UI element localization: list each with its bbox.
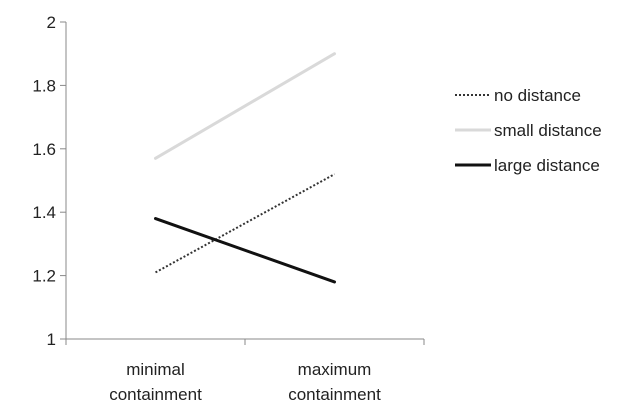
series-lines — [154, 52, 336, 284]
legend-label: small distance — [494, 121, 602, 140]
y-tick-label: 1.2 — [32, 267, 56, 286]
legend-label: no distance — [494, 86, 581, 105]
series-line-large-distance — [154, 217, 336, 284]
y-tick-label: 1.8 — [32, 76, 56, 95]
y-axis-ticks: 1 1.2 1.4 1.6 1.8 2 — [32, 13, 66, 349]
x-category-label: containment — [109, 385, 202, 404]
chart-axes — [65, 22, 424, 340]
series-line-small-distance — [154, 52, 336, 160]
y-tick-label: 2 — [47, 13, 56, 32]
y-tick-label: 1.6 — [32, 140, 56, 159]
x-category-label: maximum — [298, 360, 372, 379]
legend: no distance small distance large distance — [455, 86, 602, 175]
x-category-label: minimal — [126, 360, 185, 379]
y-tick-label: 1 — [47, 330, 56, 349]
x-axis-categories: minimal containment maximum containment — [65, 339, 425, 404]
y-tick-label: 1.4 — [32, 203, 56, 222]
series-line-no-distance — [155, 173, 335, 274]
legend-label: large distance — [494, 156, 600, 175]
x-category-label: containment — [288, 385, 381, 404]
